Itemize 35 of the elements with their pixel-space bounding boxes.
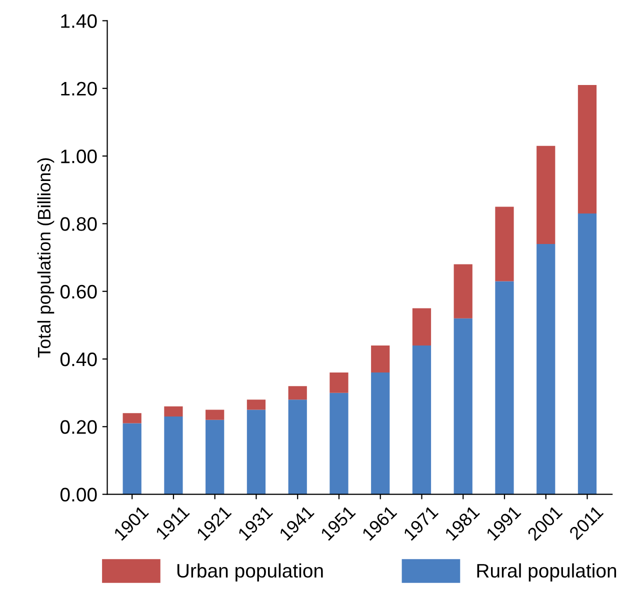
y-tick-label: 1.40: [61, 14, 97, 28]
bar: [246, 400, 266, 410]
y-tick-label: 0.20: [60, 420, 97, 434]
bar: [288, 400, 307, 494]
bar: [536, 146, 556, 244]
bar: [371, 372, 390, 494]
bar: [122, 423, 142, 494]
bar: [330, 392, 348, 494]
bar: [412, 345, 432, 494]
bar: [164, 406, 183, 417]
bar: [578, 214, 597, 494]
bar: [206, 410, 224, 420]
y-tick-label: 0.00: [60, 488, 97, 502]
bar: [454, 264, 472, 318]
bar: [371, 345, 390, 373]
y-tick-label: 0.80: [60, 217, 97, 231]
bar: [206, 420, 224, 494]
bar: [122, 413, 142, 424]
bar: [330, 372, 348, 393]
bar: [164, 416, 183, 494]
legend-label: Rural population: [477, 563, 616, 582]
y-tick-label: 0.40: [60, 352, 97, 366]
y-tick-label: 0.60: [60, 284, 97, 299]
bar: [454, 318, 472, 494]
bar: [246, 410, 266, 494]
bar: [495, 281, 514, 494]
bar: [288, 386, 307, 400]
y-tick-label: 1.00: [61, 150, 97, 164]
bar: [578, 84, 597, 214]
legend-label: Urban population: [177, 563, 323, 582]
bar: [495, 206, 514, 282]
y-tick-label: 1.20: [61, 82, 97, 96]
bar: [412, 308, 432, 346]
bar: [536, 244, 556, 494]
y-axis-title: Total population (Billions): [37, 158, 54, 358]
